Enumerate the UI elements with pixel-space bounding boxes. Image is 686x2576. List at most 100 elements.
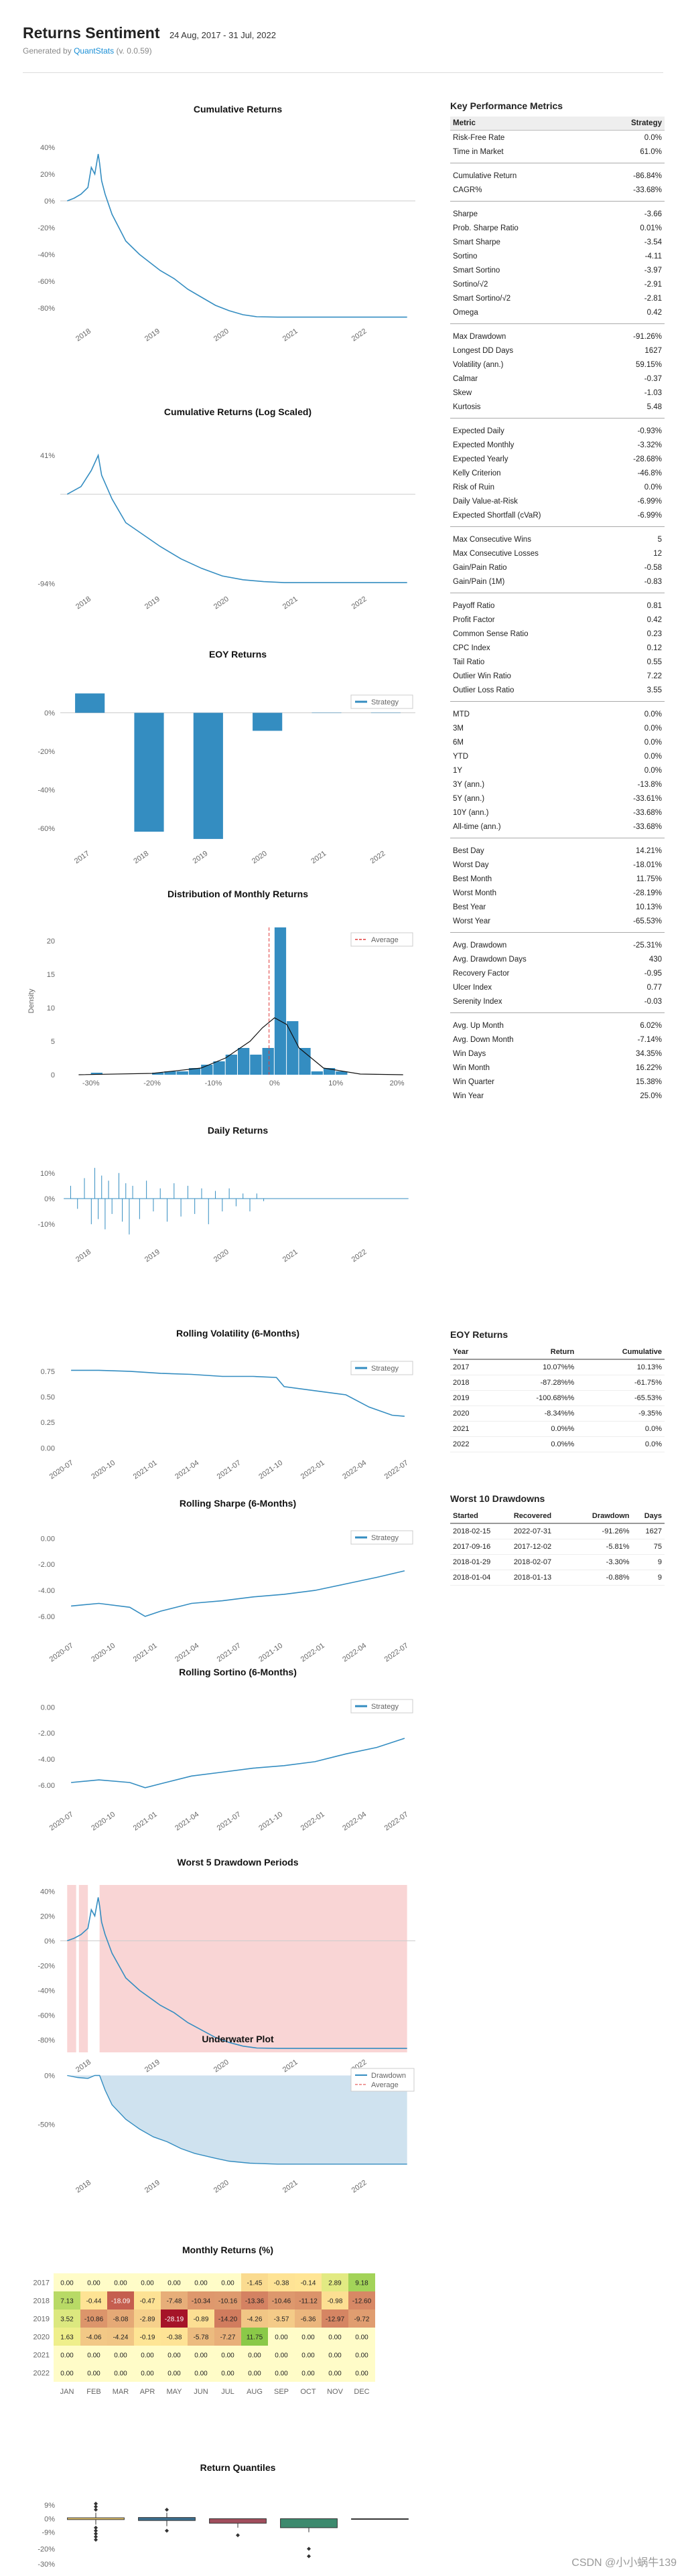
metric-label: All-time (ann.) [453,822,501,831]
heatmap-value: 1.63 [60,2334,74,2342]
metric-label: Prob. Sharpe Ratio [453,224,519,232]
rsharpe-legend-box [350,1530,413,1545]
ddper-ytick: 0% [44,1937,55,1945]
metric-value: 0.23 [646,629,662,638]
metric-value: -3.32% [637,441,662,449]
metric-label: Smart Sortino/√2 [453,294,511,303]
metric-value: -0.95 [644,969,662,978]
heatmap-cell [348,2346,375,2364]
dist-kde-line [78,1017,403,1075]
metric-row: Volatility (ann.) 59.15% [450,358,665,372]
metric-label: 1Y [453,766,463,775]
heatmap-cell [295,2291,322,2309]
rsortino-series-line [71,1738,405,1789]
eoy-return-header: Return [492,1345,577,1360]
metric-row: Worst Month -28.19% [450,886,665,900]
metric-row: 5Y (ann.) -33.61% [450,791,665,806]
cumret-ytick: -80% [38,305,55,313]
metric-row: Avg. Down Month -7.14% [450,1033,665,1047]
rsortino-xtick: 2021-10 [257,1811,284,1833]
rvol-legend-box [350,1361,413,1375]
generator-version: (v. 0.0.59) [114,46,152,56]
heatmap-cell [161,2291,188,2309]
eoy-cumulative-header: Cumulative [577,1345,665,1360]
metric-row: Gain/Pain (1M) -0.83 [450,575,665,589]
quantiles-ytick: -9% [42,2529,55,2537]
metric-label: 5Y (ann.) [453,794,485,803]
metric-value: -0.83 [644,577,662,586]
metric-row: Win Quarter 15.38% [450,1075,665,1089]
heatmap-cell [54,2346,80,2364]
rsortino-xtick: 2021-04 [174,1811,200,1833]
drawdown-row: 2018-02-15 2022-07-31 -91.26% 1627 [450,1523,665,1539]
metric-row: Calmar -0.37 [450,372,665,386]
quantile-box [280,2518,338,2528]
rsharpe-xtick: 2021-04 [174,1642,200,1664]
metric-row: Worst Day -18.01% [450,858,665,872]
ddper-drawdown-shade [67,1885,76,2052]
eoy-xtick: 2020 [251,850,269,866]
heatmap-value: -4.24 [113,2334,129,2342]
metric-label: 10Y (ann.) [453,808,489,817]
heatmap-value: -18.09 [111,2298,131,2305]
heatmap-cell [241,2273,268,2291]
quantstats-link[interactable]: QuantStats [74,46,115,56]
heatmap-value: 0.00 [141,2280,154,2287]
daily-ytick: 0% [44,1195,55,1203]
metric-label: 6M [453,738,464,747]
rsortino-title: Rolling Sortino (6-Months) [179,1667,297,1677]
monthly-month-label: OCT [300,2388,316,2396]
metric-value: -3.54 [644,238,662,246]
cumlog-xtick: 2021 [281,595,299,611]
metric-label: CPC Index [453,643,490,652]
monthly-month-label: AUG [247,2388,263,2396]
heatmap-cell [214,2291,241,2309]
metric-row: Best Month 11.75% [450,872,665,886]
eoy-xtick: 2019 [192,850,210,866]
underwater-title: Underwater Plot [202,2034,274,2044]
metric-value: -33.61% [633,794,662,803]
quantile-box [67,2517,125,2520]
rvol-xtick: 2021-01 [132,1459,159,1481]
heatmap-cell [322,2291,348,2309]
dd-recovered: 2018-02-07 [510,1554,572,1570]
metrics-separator [450,928,665,933]
dist-xtick: -10% [205,1079,222,1087]
metric-value: 25.0% [640,1091,662,1100]
rvol-xtick: 2020-10 [90,1459,117,1481]
heatmap-value: -0.38 [274,2280,289,2287]
heatmap-cell [268,2328,295,2346]
heatmap-value: 0.00 [248,2370,261,2378]
dist-bar [90,1073,102,1075]
heatmap-cell [322,2346,348,2364]
report-header: Returns Sentiment 24 Aug, 2017 - 31 Jul,… [23,24,276,56]
rsharpe-xtick: 2022-07 [383,1642,410,1664]
eoy-year: 2019 [450,1390,493,1406]
metric-label: Time in Market [453,147,504,156]
heatmap-cell [322,2309,348,2328]
heatmap-cell [295,2273,322,2291]
dd-started-header: Started [450,1509,511,1524]
metric-row: Expected Monthly -3.32% [450,438,665,452]
metric-row: Ulcer Index 0.77 [450,980,665,994]
ddper-ytick: 40% [40,1888,55,1896]
metric-value: -4.11 [644,252,662,260]
generated-prefix: Generated by [23,46,74,56]
heatmap-value: -0.14 [301,2280,316,2287]
drawdown-row: 2018-01-04 2018-01-13 -0.88% 9 [450,1570,665,1586]
metric-value: 61.0% [640,147,662,156]
heatmap-cell [241,2291,268,2309]
metric-row: 3M 0.0% [450,721,665,735]
heatmap-value: 0.00 [194,2352,208,2360]
cumret-title: Cumulative Returns [194,104,282,115]
ddper-ytick: -40% [38,1987,55,1995]
monthly-month-label: MAY [166,2388,182,2396]
heatmap-cell [214,2328,241,2346]
heatmap-cell [107,2346,134,2364]
rsharpe-ytick: -4.00 [38,1587,55,1595]
metric-value: -91.26% [633,332,662,341]
eoy-row: 2022 0.0%% 0.0% [450,1436,665,1452]
metric-label: Avg. Up Month [453,1021,504,1030]
heatmap-value: -8.08 [113,2316,129,2324]
metric-row: Best Day 14.21% [450,844,665,858]
